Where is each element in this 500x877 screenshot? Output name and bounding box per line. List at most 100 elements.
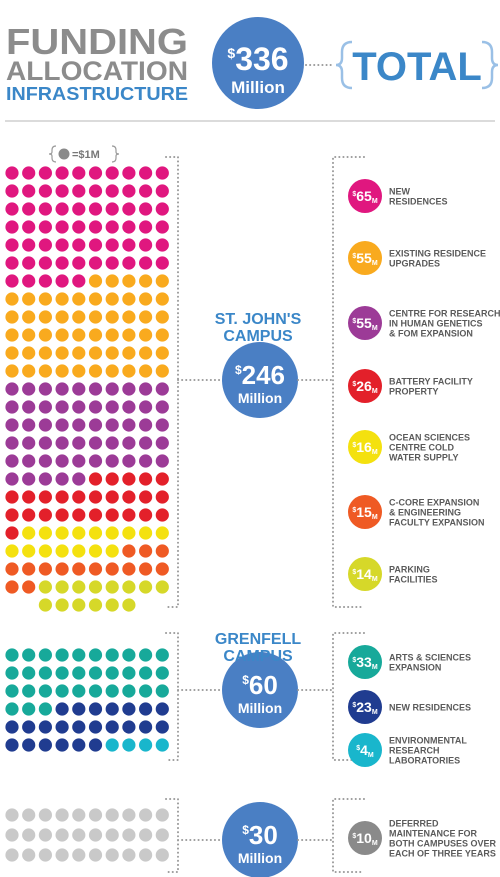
dot	[155, 436, 169, 450]
dot	[88, 738, 103, 752]
dot	[5, 666, 19, 680]
group-name: GRENFELL	[215, 631, 301, 648]
dot	[105, 666, 119, 680]
dot	[155, 238, 169, 252]
dot	[72, 808, 86, 822]
group-circle	[222, 652, 298, 728]
dot	[105, 562, 119, 576]
dot	[88, 382, 103, 396]
dot	[72, 400, 86, 414]
dot	[22, 400, 36, 414]
dot	[139, 684, 153, 698]
item-value: 10	[356, 830, 372, 846]
dot	[72, 472, 86, 486]
dot	[55, 526, 69, 540]
dot	[105, 580, 119, 594]
dot	[122, 382, 136, 396]
dot	[55, 544, 69, 558]
item-label: BOTH CAMPUSES OVER	[389, 839, 497, 849]
dot	[5, 184, 19, 198]
dot	[105, 648, 119, 662]
item-circle	[348, 495, 382, 529]
dot	[5, 808, 19, 822]
dot	[55, 292, 69, 306]
dot	[5, 274, 19, 288]
dot	[38, 684, 53, 698]
item-amount: $14M	[352, 566, 377, 583]
dot	[72, 454, 86, 468]
dot	[155, 310, 169, 324]
dot	[139, 166, 153, 180]
dot	[5, 648, 19, 662]
dot	[22, 238, 36, 252]
dot	[122, 508, 136, 522]
currency: $	[235, 363, 242, 377]
dot	[105, 508, 119, 522]
dot	[122, 328, 136, 342]
item-label: FACILITIES	[389, 575, 438, 585]
currency: $	[352, 507, 356, 514]
dot	[38, 848, 53, 862]
legend-brace	[111, 145, 120, 163]
dot	[22, 526, 36, 540]
dot	[5, 328, 19, 342]
dot	[38, 238, 53, 252]
group-name: ST. JOHN'S	[215, 311, 302, 328]
currency: $	[227, 45, 235, 61]
dot	[5, 292, 19, 306]
dot	[72, 848, 86, 862]
currency: $	[356, 745, 360, 752]
dot	[155, 828, 169, 842]
dot	[122, 598, 136, 612]
dot	[88, 648, 103, 662]
item-value: 16	[356, 439, 372, 455]
dot	[22, 274, 36, 288]
dot	[72, 310, 86, 324]
dot	[122, 828, 136, 842]
group-amount: $30	[242, 820, 278, 850]
dot	[155, 544, 169, 558]
dot	[72, 418, 86, 432]
dot	[105, 544, 119, 558]
dot	[22, 382, 36, 396]
total-value: 336	[235, 41, 288, 77]
dot	[105, 166, 119, 180]
item-label: ARTS & SCIENCES	[389, 653, 471, 663]
dot	[55, 684, 69, 698]
connector	[165, 798, 223, 873]
dot	[105, 202, 119, 216]
currency: $	[352, 702, 356, 709]
dot	[22, 256, 36, 270]
dot	[122, 454, 136, 468]
item-label: NEW	[389, 187, 411, 197]
item-label: OCEAN SCIENCES	[389, 433, 470, 443]
dot	[122, 400, 136, 414]
dot	[139, 310, 153, 324]
dot	[122, 292, 136, 306]
item-amount: $16M	[352, 439, 377, 456]
dot	[72, 490, 86, 504]
dot	[55, 472, 69, 486]
dot	[72, 526, 86, 540]
item-value: 23	[356, 699, 372, 715]
dot	[139, 292, 153, 306]
dot	[38, 184, 53, 198]
dot	[72, 238, 86, 252]
dot	[122, 436, 136, 450]
dot	[55, 598, 69, 612]
dot	[5, 220, 19, 234]
dot	[38, 490, 53, 504]
dot	[38, 166, 53, 180]
dot	[105, 684, 119, 698]
item-circle	[348, 241, 382, 275]
dot	[105, 328, 119, 342]
dot	[105, 490, 119, 504]
dot	[5, 490, 19, 504]
dot	[72, 828, 86, 842]
item-label: MAINTENANCE FOR	[389, 829, 477, 839]
dot	[139, 418, 153, 432]
dot	[5, 382, 19, 396]
dot	[5, 720, 19, 734]
dot	[5, 238, 19, 252]
